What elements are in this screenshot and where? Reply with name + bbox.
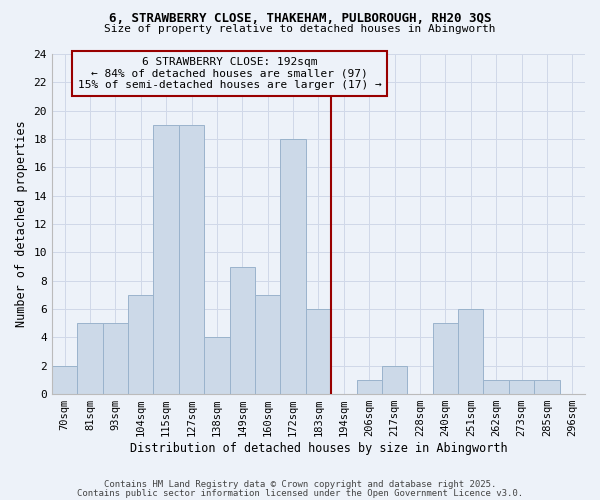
Text: Contains public sector information licensed under the Open Government Licence v3: Contains public sector information licen… (77, 488, 523, 498)
Bar (382, 366, 407, 394)
Bar (154, 125, 179, 394)
Bar (103, 323, 128, 394)
X-axis label: Distribution of detached houses by size in Abingworth: Distribution of detached houses by size … (130, 442, 507, 455)
Bar (433, 323, 458, 394)
Bar (484, 380, 509, 394)
Bar (458, 309, 484, 394)
Bar (356, 380, 382, 394)
Bar (255, 295, 280, 394)
Text: Contains HM Land Registry data © Crown copyright and database right 2025.: Contains HM Land Registry data © Crown c… (104, 480, 496, 489)
Bar (306, 309, 331, 394)
Text: Size of property relative to detached houses in Abingworth: Size of property relative to detached ho… (104, 24, 496, 34)
Bar (128, 295, 154, 394)
Text: 6, STRAWBERRY CLOSE, THAKEHAM, PULBOROUGH, RH20 3QS: 6, STRAWBERRY CLOSE, THAKEHAM, PULBOROUG… (109, 12, 491, 26)
Bar (509, 380, 534, 394)
Bar (280, 139, 306, 394)
Bar (52, 366, 77, 394)
Y-axis label: Number of detached properties: Number of detached properties (15, 120, 28, 328)
Bar (179, 125, 204, 394)
Bar (534, 380, 560, 394)
Bar (77, 323, 103, 394)
Text: 6 STRAWBERRY CLOSE: 192sqm
← 84% of detached houses are smaller (97)
15% of semi: 6 STRAWBERRY CLOSE: 192sqm ← 84% of deta… (78, 57, 382, 90)
Bar (204, 338, 230, 394)
Bar (230, 266, 255, 394)
